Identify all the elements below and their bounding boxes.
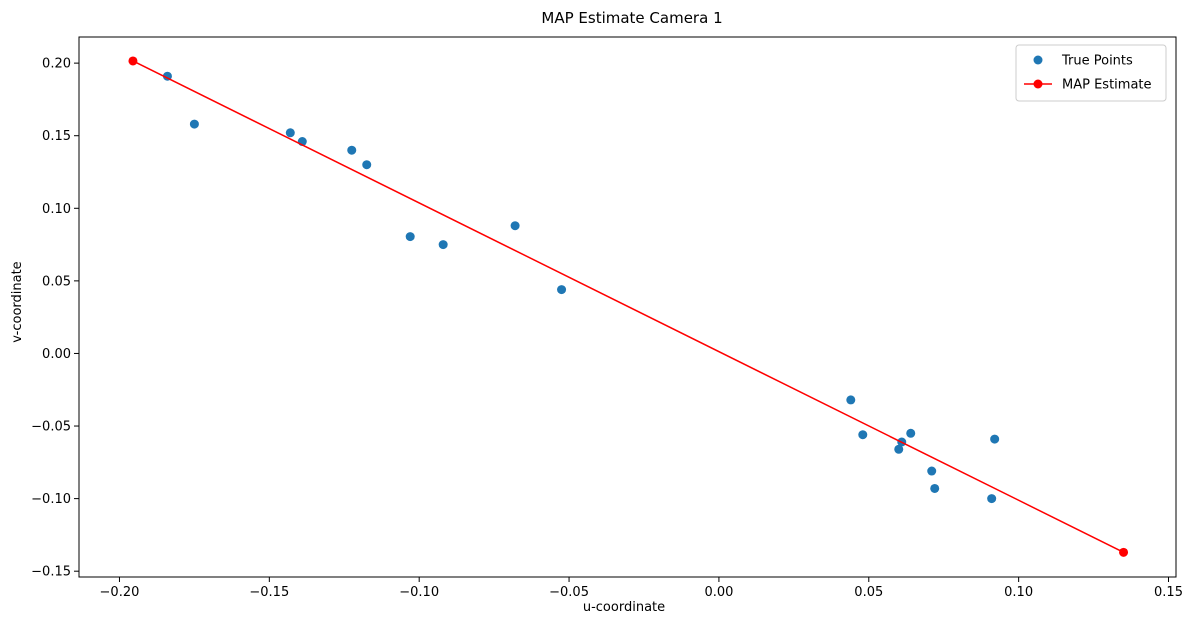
x-tick-label: 0.15 bbox=[1154, 585, 1183, 600]
legend-marker-map-estimate bbox=[1033, 79, 1043, 89]
x-axis-label: u-coordinate bbox=[583, 600, 665, 615]
y-tick-label: 0.00 bbox=[42, 347, 71, 362]
y-tick-label: −0.10 bbox=[31, 492, 71, 507]
y-tick-label: −0.15 bbox=[31, 565, 71, 580]
true-point bbox=[510, 221, 520, 231]
true-point bbox=[894, 444, 904, 454]
y-tick-label: 0.15 bbox=[42, 129, 71, 144]
true-point bbox=[347, 145, 357, 155]
true-point bbox=[438, 240, 448, 250]
true-point bbox=[987, 494, 997, 504]
legend: True Points MAP Estimate bbox=[1015, 44, 1167, 102]
x-tick-label: −0.05 bbox=[549, 585, 589, 600]
true-point bbox=[557, 285, 567, 295]
x-tick-label: 0.05 bbox=[854, 585, 883, 600]
plot-area bbox=[128, 56, 1129, 557]
y-axis-label: v-coordinate bbox=[10, 261, 25, 342]
true-point bbox=[930, 483, 940, 493]
legend-label: MAP Estimate bbox=[1062, 78, 1152, 93]
y-tick-label: 0.20 bbox=[42, 57, 71, 72]
legend-label: True Points bbox=[1061, 54, 1133, 69]
true-point bbox=[906, 428, 916, 438]
x-tick-label: −0.10 bbox=[399, 585, 439, 600]
y-tick-label: 0.05 bbox=[42, 274, 71, 289]
axes-frame bbox=[78, 36, 1177, 578]
true-point bbox=[405, 232, 415, 242]
map-estimate-line bbox=[132, 60, 1124, 553]
chart-title: MAP Estimate Camera 1 bbox=[541, 9, 722, 27]
true-point bbox=[990, 434, 1000, 444]
y-tick-label: 0.10 bbox=[42, 202, 71, 217]
map-estimate-point bbox=[1119, 547, 1129, 557]
legend-box bbox=[1015, 44, 1167, 102]
y-axis: −0.15 −0.10 −0.05 0.00 0.05 0.10 0.15 0.20 bbox=[31, 57, 79, 580]
x-tick-label: −0.20 bbox=[100, 585, 140, 600]
true-point bbox=[189, 119, 199, 129]
y-tick-label: −0.05 bbox=[31, 420, 71, 435]
true-point bbox=[927, 466, 937, 476]
x-tick-label: 0.00 bbox=[704, 585, 733, 600]
true-point bbox=[858, 430, 868, 440]
x-tick-label: 0.10 bbox=[1004, 585, 1033, 600]
x-axis: −0.20 −0.15 −0.10 −0.05 0.00 0.05 0.10 0.15 bbox=[100, 577, 1183, 600]
true-point bbox=[285, 128, 295, 138]
map-estimate-point bbox=[128, 56, 138, 66]
true-point bbox=[846, 395, 856, 405]
true-point bbox=[362, 160, 372, 170]
x-tick-label: −0.15 bbox=[249, 585, 289, 600]
legend-marker-true-points bbox=[1033, 55, 1043, 65]
